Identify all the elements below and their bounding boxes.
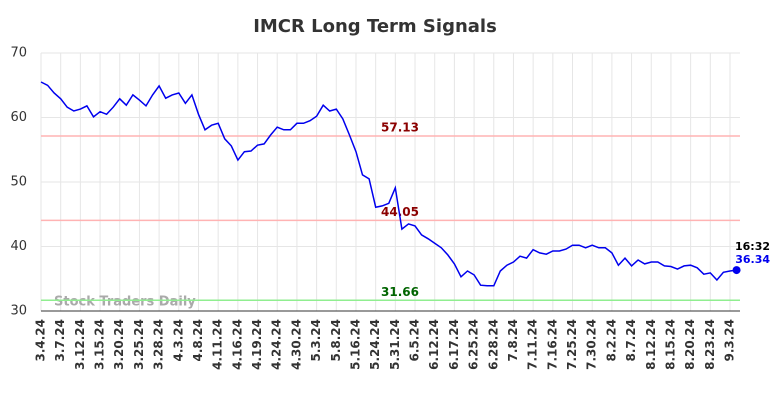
x-tick-label: 6.28.24 bbox=[486, 319, 500, 370]
x-tick-label: 4.11.24 bbox=[211, 319, 225, 370]
x-tick-label: 3.15.24 bbox=[93, 319, 107, 370]
x-tick-label: 5.31.24 bbox=[388, 319, 402, 370]
x-tick-label: 3.28.24 bbox=[152, 319, 166, 370]
x-tick-label: 7.11.24 bbox=[526, 319, 540, 370]
x-tick-label: 7.30.24 bbox=[585, 319, 599, 370]
x-tick-label: 3.12.24 bbox=[73, 319, 87, 370]
x-tick-label: 8.2.24 bbox=[604, 319, 618, 362]
x-tick-label: 7.25.24 bbox=[565, 319, 579, 370]
y-tick-label: 60 bbox=[10, 110, 27, 125]
last-point bbox=[732, 266, 741, 275]
last-value: 36.34 bbox=[735, 253, 770, 266]
x-tick-label: 8.15.24 bbox=[663, 319, 677, 370]
x-tick-label: 8.12.24 bbox=[644, 319, 658, 370]
x-tick-label: 9.3.24 bbox=[723, 319, 737, 362]
x-tick-label: 7.8.24 bbox=[506, 319, 520, 362]
x-tick-label: 8.20.24 bbox=[683, 319, 697, 370]
x-tick-label: 7.16.24 bbox=[545, 319, 559, 370]
x-tick-label: 3.20.24 bbox=[112, 319, 126, 370]
x-tick-label: 6.17.24 bbox=[447, 319, 461, 370]
x-tick-label: 8.23.24 bbox=[703, 319, 717, 370]
price-line bbox=[40, 81, 737, 287]
x-tick-label: 4.3.24 bbox=[171, 319, 185, 362]
x-tick-label: 4.19.24 bbox=[250, 319, 264, 370]
x-tick-label: 4.30.24 bbox=[289, 319, 303, 370]
y-tick-label: 40 bbox=[10, 239, 27, 254]
x-tick-label: 6.25.24 bbox=[467, 319, 481, 370]
watermark: Stock Traders Daily bbox=[54, 295, 196, 310]
y-tick-label: 30 bbox=[10, 304, 27, 319]
signal-label: 57.13 bbox=[381, 121, 419, 135]
x-tick-label: 8.7.24 bbox=[624, 319, 638, 362]
x-tick-label: 6.5.24 bbox=[408, 319, 422, 362]
x-tick-label: 3.4.24 bbox=[34, 319, 48, 362]
chart-title: IMCR Long Term Signals bbox=[253, 16, 497, 37]
y-tick-label: 50 bbox=[10, 175, 27, 190]
x-tick-label: 5.8.24 bbox=[329, 319, 343, 362]
x-tick-label: 3.7.24 bbox=[53, 319, 67, 362]
y-tick-label: 70 bbox=[10, 46, 27, 61]
last-time: 16:32 bbox=[735, 240, 770, 253]
signal-label: 31.66 bbox=[381, 285, 419, 299]
x-tick-label: 6.12.24 bbox=[427, 319, 441, 370]
signal-label: 44.05 bbox=[381, 205, 419, 219]
x-tick-label: 3.25.24 bbox=[132, 319, 146, 370]
x-tick-label: 5.24.24 bbox=[368, 319, 382, 370]
x-tick-label: 4.8.24 bbox=[191, 319, 205, 362]
x-tick-label: 4.24.24 bbox=[270, 319, 284, 370]
x-tick-label: 4.16.24 bbox=[230, 319, 244, 370]
x-tick-label: 5.16.24 bbox=[348, 319, 362, 370]
x-tick-label: 5.3.24 bbox=[309, 319, 323, 362]
